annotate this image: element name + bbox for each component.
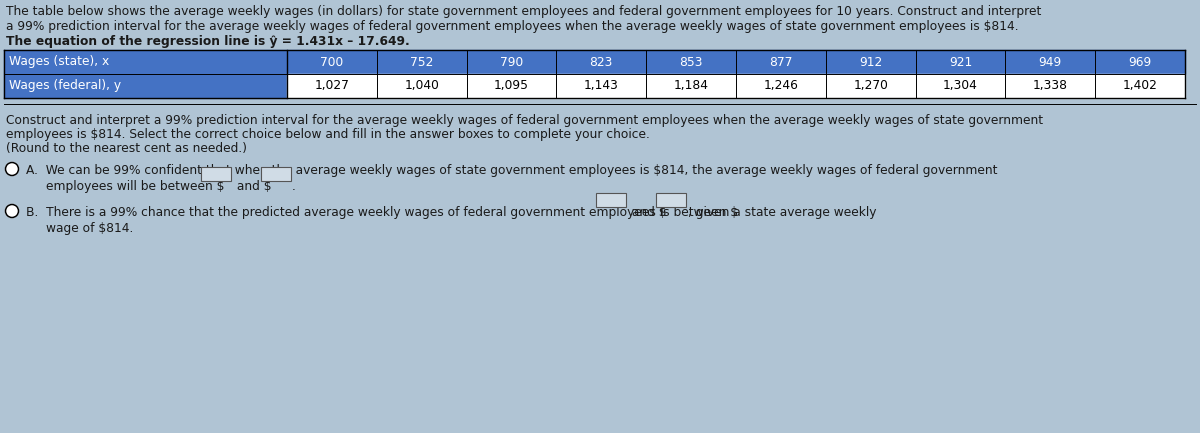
Bar [1006, 74, 1096, 98]
Text: 1,143: 1,143 [584, 80, 619, 93]
Text: A.  We can be 99% confident that when the average weekly wages of state governme: A. We can be 99% confident that when the… [26, 164, 997, 177]
Bar [647, 50, 736, 74]
Bar [377, 74, 467, 98]
Text: Construct and interpret a 99% prediction interval for the average weekly wages o: Construct and interpret a 99% prediction… [6, 114, 1043, 127]
Bar [916, 74, 1006, 98]
Text: 877: 877 [769, 55, 792, 68]
Bar [557, 50, 646, 74]
Text: Wages (state), x: Wages (state), x [10, 55, 109, 68]
Text: wage of $814.: wage of $814. [46, 222, 133, 235]
Text: 1,402: 1,402 [1123, 80, 1158, 93]
Text: a 99% prediction interval for the average weekly wages of federal government emp: a 99% prediction interval for the averag… [6, 20, 1019, 33]
Text: and $: and $ [233, 180, 271, 193]
Text: 823: 823 [589, 55, 613, 68]
Text: 1,304: 1,304 [943, 80, 978, 93]
Circle shape [6, 204, 18, 217]
Bar [916, 50, 1006, 74]
Text: (Round to the nearest cent as needed.): (Round to the nearest cent as needed.) [6, 142, 247, 155]
Text: 949: 949 [1039, 55, 1062, 68]
FancyBboxPatch shape [202, 167, 230, 181]
FancyBboxPatch shape [596, 193, 626, 207]
Text: 853: 853 [679, 55, 703, 68]
Text: 1,184: 1,184 [673, 80, 708, 93]
Bar [557, 74, 646, 98]
Bar [1006, 50, 1096, 74]
Bar [287, 74, 377, 98]
Text: 912: 912 [859, 55, 882, 68]
Bar [377, 50, 467, 74]
Bar [826, 74, 916, 98]
FancyBboxPatch shape [656, 193, 686, 207]
Text: 921: 921 [949, 55, 972, 68]
Bar [826, 50, 916, 74]
Text: 790: 790 [500, 55, 523, 68]
Text: .: . [292, 180, 296, 193]
Text: B.  There is a 99% chance that the predicted average weekly wages of federal gov: B. There is a 99% chance that the predic… [26, 206, 738, 219]
Bar [736, 74, 826, 98]
Bar [4, 50, 287, 74]
Text: 700: 700 [320, 55, 343, 68]
Bar [287, 50, 377, 74]
Text: Wages (federal), y: Wages (federal), y [10, 80, 121, 93]
FancyBboxPatch shape [262, 167, 292, 181]
Bar [1096, 50, 1184, 74]
Text: 1,246: 1,246 [763, 80, 798, 93]
Text: 1,040: 1,040 [404, 80, 439, 93]
Circle shape [6, 162, 18, 175]
Bar [467, 50, 557, 74]
Text: employees is $814. Select the correct choice below and fill in the answer boxes : employees is $814. Select the correct ch… [6, 128, 650, 141]
Text: 969: 969 [1128, 55, 1152, 68]
Text: 1,270: 1,270 [853, 80, 888, 93]
Text: , given a state average weekly: , given a state average weekly [688, 206, 876, 219]
Text: employees will be between $: employees will be between $ [46, 180, 224, 193]
Text: 1,338: 1,338 [1033, 80, 1068, 93]
Text: 1,095: 1,095 [494, 80, 529, 93]
Bar [4, 74, 287, 98]
Bar [467, 74, 557, 98]
Text: and $: and $ [628, 206, 666, 219]
Bar [1096, 74, 1184, 98]
Bar [647, 74, 736, 98]
Bar [736, 50, 826, 74]
Text: 752: 752 [410, 55, 433, 68]
Text: The equation of the regression line is ŷ = 1.431x – 17.649.: The equation of the regression line is ŷ… [6, 35, 409, 48]
Text: 1,027: 1,027 [314, 80, 349, 93]
Text: The table below shows the average weekly wages (in dollars) for state government: The table below shows the average weekly… [6, 5, 1042, 18]
